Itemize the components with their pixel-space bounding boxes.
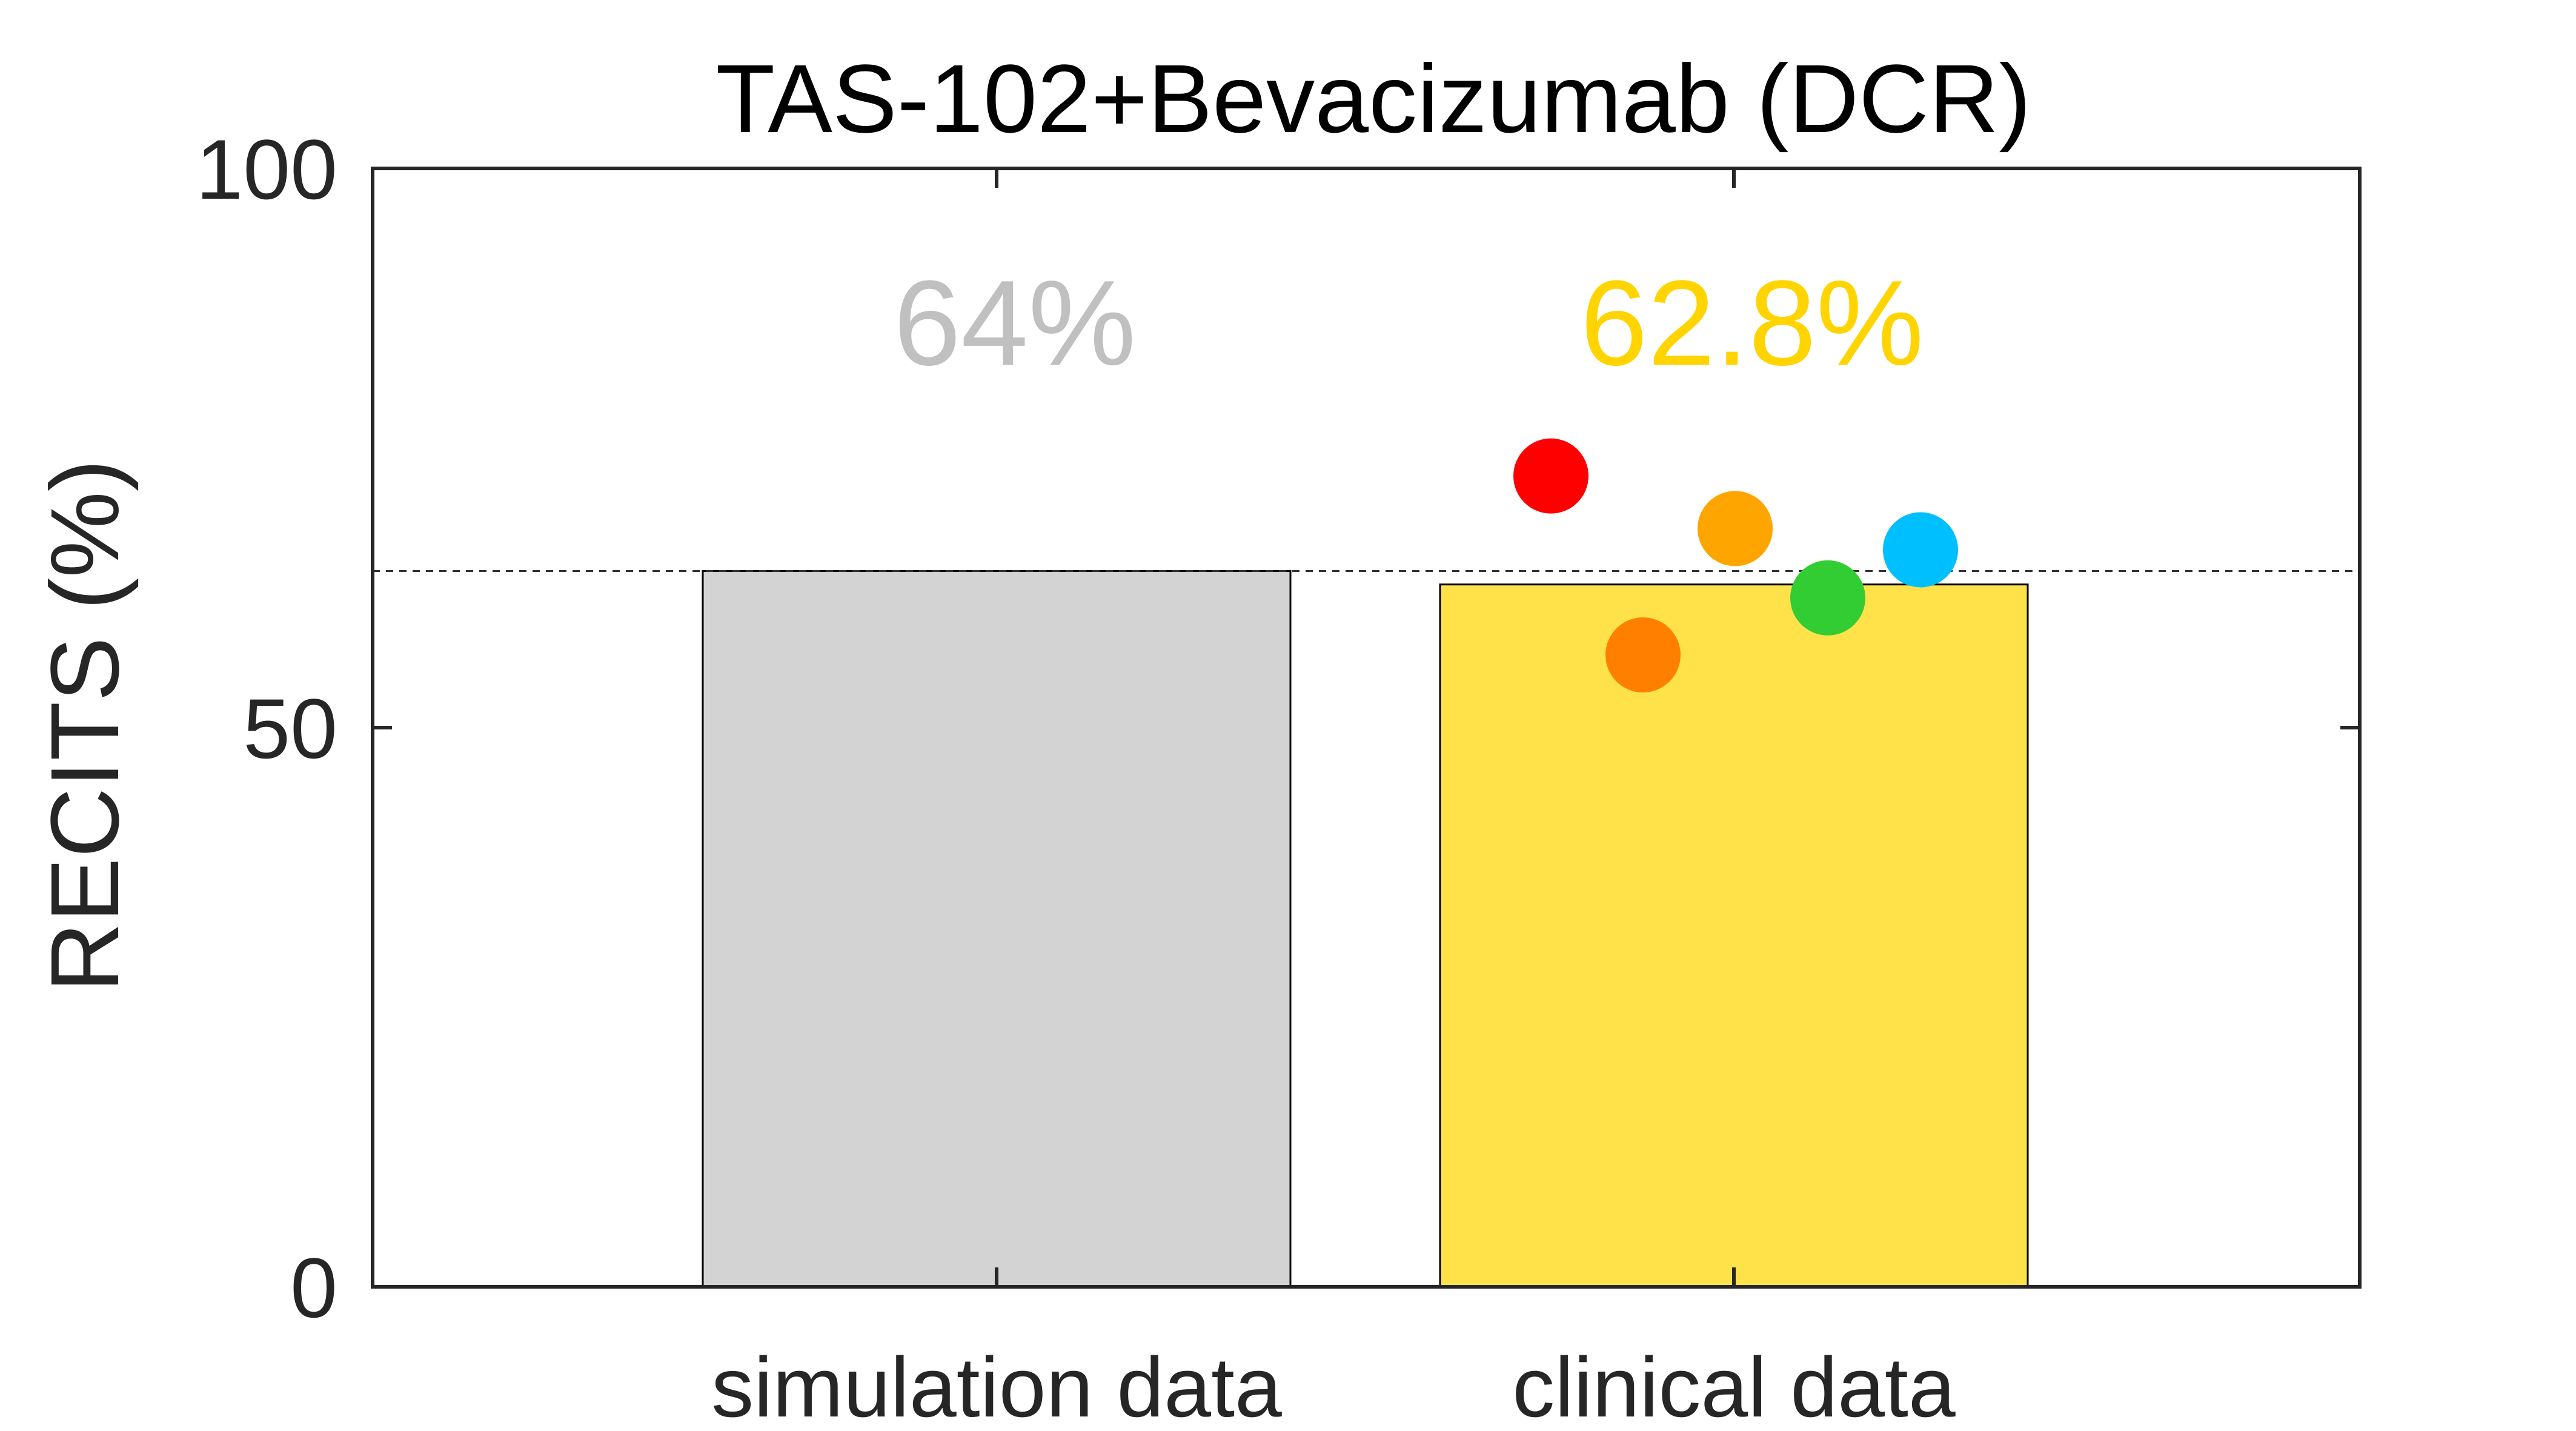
plot-area: 0 50 100 simulation data clinical data 64% 62.… (196, 122, 2362, 1431)
bar-simulation-data (702, 570, 1292, 1288)
data-label: 64% (894, 256, 1136, 391)
bar-clinical-data (1439, 583, 2029, 1288)
y-tick-label: 50 (243, 681, 337, 776)
y-axis-label: RECITS (%) (30, 459, 139, 992)
x-tick-label: simulation data (711, 1340, 1282, 1431)
data-point (1698, 491, 1773, 566)
data-point (1883, 512, 1958, 588)
chart-title: TAS-102+Bevacizumab (DCR) (715, 44, 2031, 153)
data-point (1605, 617, 1681, 693)
data-point (1790, 560, 1865, 636)
y-tick-label: 100 (196, 122, 337, 217)
x-tick-label: clinical data (1512, 1340, 1956, 1431)
data-label: 62.8% (1580, 256, 1924, 391)
data-point (1513, 438, 1588, 514)
y-tick-label: 0 (290, 1240, 337, 1335)
axes-box (371, 167, 2362, 1289)
